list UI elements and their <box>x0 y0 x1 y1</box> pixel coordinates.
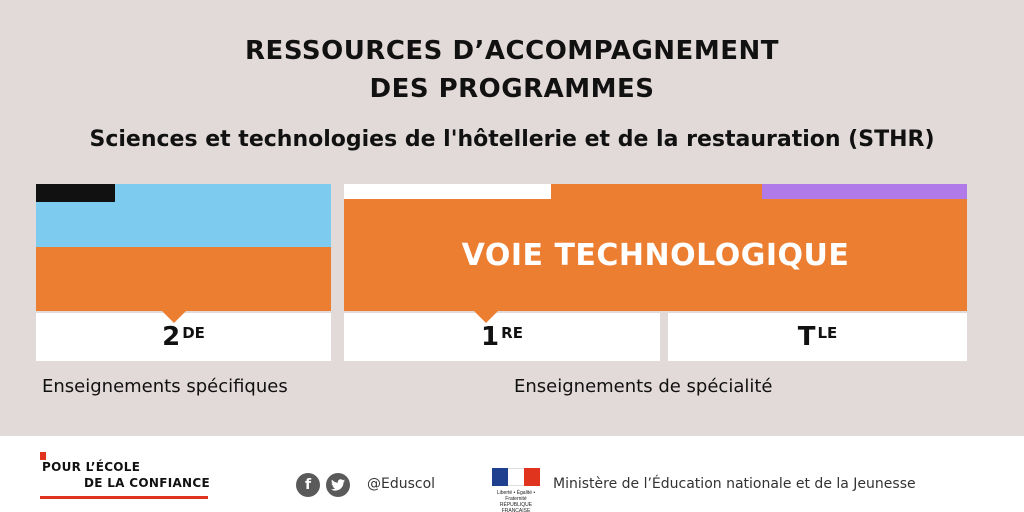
logo-underline <box>40 496 208 499</box>
ecole-confiance-logo: POUR L’ÉCOLE DE LA CONFIANCE <box>40 452 210 500</box>
title-line-2: DES PROGRAMMES <box>369 74 655 104</box>
flag-red <box>524 468 540 486</box>
logo-accent-bar <box>40 452 46 460</box>
right-block-orange-strip <box>551 184 762 199</box>
logo-line-2: DE LA CONFIANCE <box>84 476 210 490</box>
left-block-orange <box>36 247 331 311</box>
eduscol-handle[interactable]: @Eduscol <box>367 476 436 492</box>
facebook-icon[interactable]: f <box>296 473 320 497</box>
voie-technologique-banner: VOIE TECHNOLOGIQUE <box>344 199 967 311</box>
grade-seconde-sup: DE <box>182 324 205 342</box>
right-block-white-strip <box>344 184 551 199</box>
twitter-bird-icon <box>331 479 345 491</box>
republique-francaise-logo: Liberté • Égalité • Fraternité RÉPUBLIQU… <box>490 468 542 512</box>
logo-line-1: POUR L’ÉCOLE <box>42 460 141 474</box>
grade-terminale: T LE <box>668 313 967 361</box>
grade-terminale-sup: LE <box>817 324 838 342</box>
left-block-black-tab <box>36 184 115 202</box>
label-enseignements-specialite: Enseignements de spécialité <box>514 376 773 397</box>
rf-caption: Liberté • Égalité • Fraternité RÉPUBLIQU… <box>496 490 536 512</box>
page-title: RESSOURCES D’ACCOMPAGNEMENT DES PROGRAMM… <box>0 32 1024 108</box>
twitter-icon[interactable] <box>326 473 350 497</box>
grade-seconde-pointer <box>162 311 186 323</box>
grade-premiere-sup: RE <box>501 324 523 342</box>
grade-premiere-main: 1 <box>481 322 500 352</box>
grade-premiere: 1 RE <box>344 313 660 361</box>
ministry-name: Ministère de l’Éducation nationale et de… <box>553 476 916 492</box>
grade-terminale-main: T <box>797 322 816 352</box>
grade-seconde-main: 2 <box>162 322 181 352</box>
label-enseignements-specifiques: Enseignements spécifiques <box>42 376 288 397</box>
subtitle: Sciences et technologies de l'hôtellerie… <box>89 127 935 152</box>
facebook-glyph: f <box>304 477 312 493</box>
right-block-purple-strip <box>762 184 967 199</box>
flag-white <box>508 468 524 486</box>
title-line-1: RESSOURCES D’ACCOMPAGNEMENT <box>245 36 779 66</box>
grade-premiere-pointer <box>474 311 498 323</box>
flag-blue <box>492 468 508 486</box>
